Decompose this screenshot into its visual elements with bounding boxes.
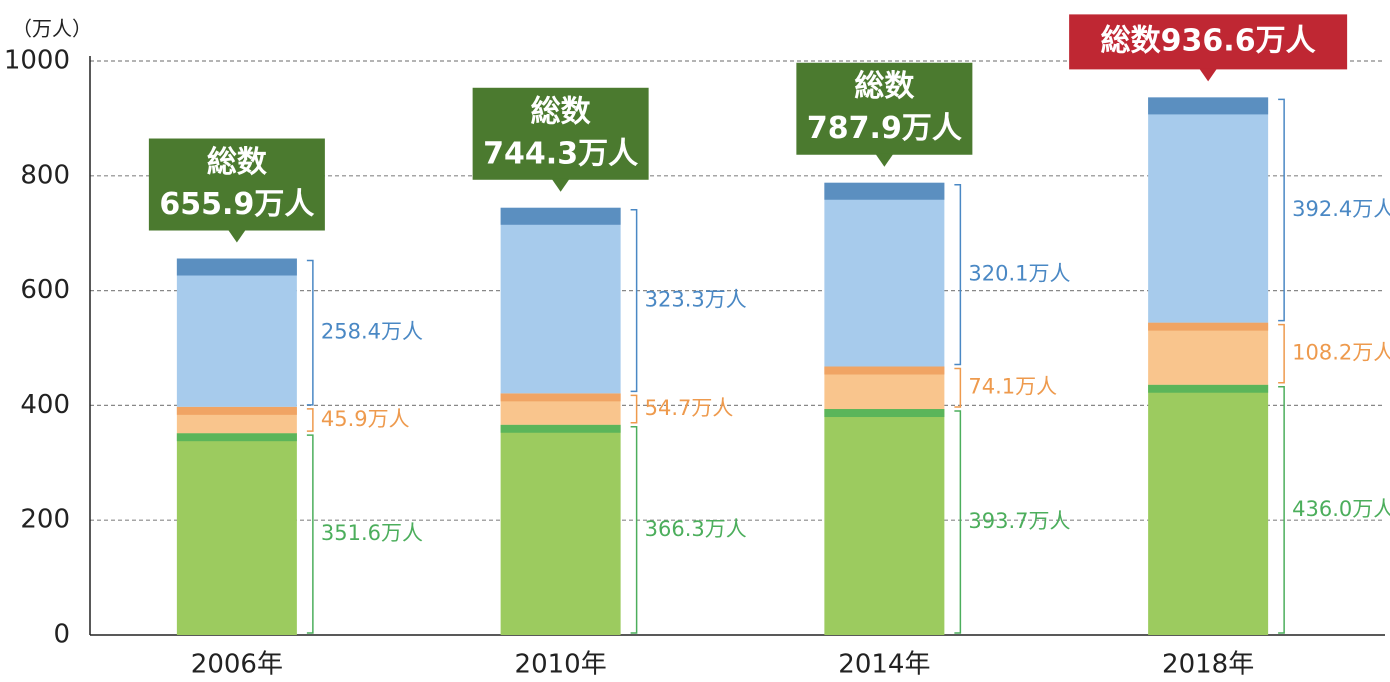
bar-segment-edge [1148, 384, 1269, 393]
bracket [954, 410, 962, 634]
segment-label: 74.1万人 [968, 375, 1057, 399]
x-tick-label: 2010年 [515, 650, 607, 680]
bar-segment-edge [824, 409, 945, 418]
bar-segment-edge [1148, 322, 1269, 331]
callout-pointer [875, 153, 894, 167]
bar-segment [500, 424, 621, 635]
callout-box [148, 138, 325, 231]
bar-segment-edge [500, 393, 621, 402]
callout-pointer [227, 229, 246, 243]
bar-segment-edge [176, 258, 297, 276]
y-tick-label: 200 [20, 505, 70, 535]
segment-label: 366.3万人 [645, 517, 747, 541]
segment-label: 258.4万人 [321, 320, 423, 344]
bar-segment-edge [500, 424, 621, 433]
y-axis-label: （万人） [12, 17, 92, 41]
callout-text: 787.9万人 [807, 111, 962, 146]
segment-label: 436.0万人 [1292, 497, 1390, 521]
callout-text: 総数 [854, 69, 915, 104]
bar-segment [824, 409, 945, 635]
callout-pointer [551, 178, 570, 192]
bar-segment-edge [500, 207, 621, 225]
bar-segment-edge [824, 182, 945, 200]
total-callout [148, 138, 325, 231]
callout-text: 744.3万人 [483, 136, 638, 171]
bracket [630, 394, 638, 424]
bar-segment [1148, 97, 1269, 323]
bar-segment-edge [824, 366, 945, 375]
callout-text: 総数936.6万人 [1101, 23, 1316, 58]
total-callout [796, 62, 973, 155]
callout-pointer [1199, 68, 1218, 82]
bar-segment-edge [176, 406, 297, 415]
bar-segment [1148, 322, 1269, 385]
callout-box [1069, 14, 1348, 70]
segment-label: 108.2万人 [1292, 341, 1390, 365]
segment-label: 54.7万人 [645, 396, 734, 420]
callout-box [796, 62, 973, 155]
x-tick-label: 2006年 [191, 650, 283, 680]
callout-text: 655.9万人 [159, 187, 314, 222]
segment-label: 392.4万人 [1292, 197, 1390, 221]
bar-segment [824, 182, 945, 367]
y-tick-label: 0 [53, 620, 70, 650]
bracket [954, 367, 962, 408]
bracket [306, 408, 314, 432]
bar-segment-edge [176, 433, 297, 442]
y-tick-label: 600 [20, 275, 70, 305]
callout-box [472, 87, 649, 180]
bar-segment [176, 258, 297, 407]
bar-segment [1148, 384, 1269, 635]
bar-segment [176, 433, 297, 635]
callout-text: 総数 [531, 94, 592, 129]
y-tick-label: 1000 [4, 46, 70, 76]
segment-label: 351.6万人 [321, 521, 423, 545]
bracket [306, 434, 314, 634]
bar-segment [500, 207, 621, 394]
segment-label: 320.1万人 [968, 262, 1070, 286]
callout-text: 総数 [207, 145, 268, 180]
bracket [306, 259, 314, 406]
bracket [1278, 385, 1285, 634]
bracket [954, 183, 962, 366]
bracket [630, 425, 638, 634]
total-callout [472, 87, 649, 180]
y-tick-label: 800 [20, 160, 70, 190]
bracket [1278, 98, 1285, 322]
segment-label: 45.9万人 [321, 407, 410, 431]
bracket [1278, 323, 1285, 384]
total-callout [1069, 14, 1348, 70]
x-tick-label: 2014年 [838, 650, 930, 680]
x-tick-label: 2018年 [1162, 650, 1254, 680]
bar-segment-edge [1148, 97, 1269, 115]
segment-label: 393.7万人 [968, 509, 1070, 533]
bracket [630, 209, 638, 393]
segment-label: 323.3万人 [645, 288, 747, 312]
y-tick-label: 400 [20, 390, 70, 420]
